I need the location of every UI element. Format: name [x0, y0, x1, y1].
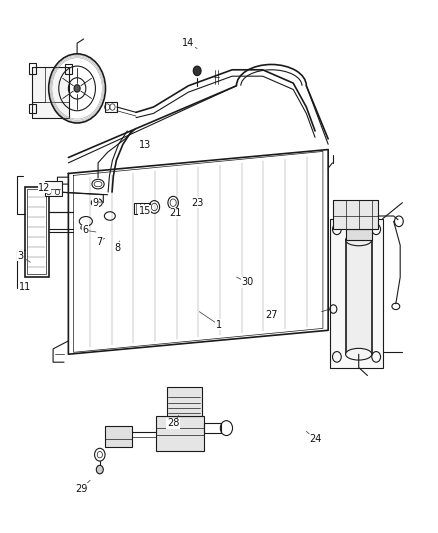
Bar — [346, 240, 372, 354]
Bar — [65, 64, 72, 74]
Bar — [346, 229, 372, 240]
Text: 21: 21 — [169, 208, 181, 219]
Text: 1: 1 — [216, 320, 222, 330]
Bar — [134, 203, 150, 214]
Bar — [155, 416, 204, 451]
Text: 24: 24 — [309, 434, 321, 445]
Text: 8: 8 — [115, 243, 121, 253]
Bar — [29, 104, 35, 114]
Text: 14: 14 — [182, 38, 194, 48]
Text: 23: 23 — [191, 198, 203, 208]
Text: 30: 30 — [241, 278, 254, 287]
Text: 29: 29 — [75, 484, 88, 494]
Text: 13: 13 — [139, 140, 151, 150]
Text: 3: 3 — [17, 251, 23, 261]
Bar — [105, 102, 117, 112]
Circle shape — [96, 465, 103, 474]
Text: 11: 11 — [18, 282, 31, 292]
Bar — [204, 423, 221, 433]
Bar — [106, 426, 132, 447]
Text: 28: 28 — [167, 418, 179, 429]
Ellipse shape — [346, 349, 372, 360]
Text: 9: 9 — [93, 198, 99, 208]
Text: 15: 15 — [138, 206, 151, 216]
Bar — [332, 200, 378, 216]
Bar — [330, 219, 383, 368]
Text: 12: 12 — [38, 183, 50, 193]
Bar — [32, 67, 45, 102]
Bar — [29, 63, 35, 74]
Ellipse shape — [346, 234, 372, 246]
Bar — [166, 387, 201, 416]
Text: 6: 6 — [83, 225, 89, 236]
Text: 7: 7 — [96, 237, 102, 247]
Circle shape — [74, 85, 80, 92]
Bar — [25, 187, 49, 277]
Bar — [27, 189, 46, 274]
Text: 27: 27 — [265, 310, 278, 320]
Bar — [332, 200, 378, 229]
Bar — [45, 181, 62, 196]
Circle shape — [193, 66, 201, 76]
Bar — [32, 67, 69, 118]
Bar — [32, 102, 69, 118]
